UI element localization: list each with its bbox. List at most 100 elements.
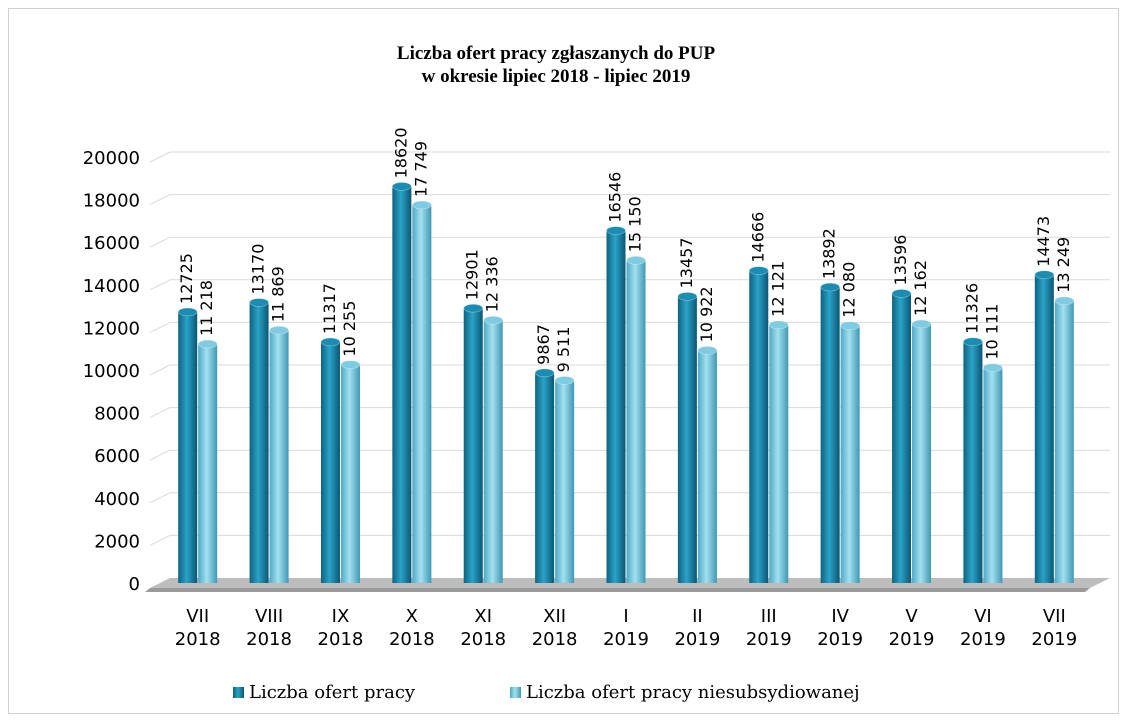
value-label: 11 869: [269, 266, 288, 322]
bar-cap: [483, 315, 503, 325]
bar: [392, 186, 412, 584]
bar-cap: [340, 360, 361, 369]
bar: [535, 372, 555, 583]
bar-cap: [891, 289, 912, 298]
bar-cap: [392, 182, 412, 191]
value-label: 15 150: [626, 196, 645, 252]
value-label: 12 336: [483, 256, 502, 312]
grid-line: [149, 534, 171, 546]
value-label: 10 922: [697, 286, 716, 342]
x-tick-label: VII 2018: [175, 606, 221, 650]
value-label: 17 749: [411, 141, 430, 197]
bar-cap: [606, 226, 626, 235]
value-label: 12725: [177, 253, 196, 304]
grid-line: [149, 236, 171, 248]
bar: [340, 364, 360, 583]
grid-line: [149, 151, 171, 163]
y-tick-label: 10000: [83, 361, 140, 382]
y-tick-label: 4000: [94, 489, 140, 510]
bar: [840, 325, 860, 583]
bar: [606, 230, 626, 584]
value-label: 14473: [1034, 216, 1053, 267]
value-label: 16546: [606, 172, 625, 223]
x-tick-label: IV 2019: [817, 606, 863, 650]
grid-line: [149, 279, 171, 291]
bar-cap: [177, 307, 198, 317]
x-tick-label: VII 2019: [1031, 606, 1077, 650]
y-tick-label: 12000: [83, 318, 140, 339]
grid-line: [149, 407, 171, 419]
bar-cap: [983, 363, 1003, 372]
bar: [697, 350, 717, 583]
value-label: 12 121: [768, 261, 787, 317]
bar: [820, 287, 840, 583]
bar-cap: [749, 266, 769, 275]
value-label: 14666: [748, 212, 767, 263]
x-tick-label: X 2018: [389, 606, 435, 650]
bar: [963, 341, 983, 583]
legend-label: Liczba ofert pracy: [249, 682, 416, 703]
x-tick-label: IX 2018: [318, 606, 364, 650]
bar: [412, 204, 432, 584]
bar: [269, 330, 289, 583]
bar: [555, 380, 575, 583]
value-label: 10 111: [982, 304, 1001, 360]
x-tick-label: VI 2019: [960, 606, 1006, 650]
bar-cap: [963, 337, 983, 347]
value-label: 13 249: [1054, 237, 1073, 293]
bar-cap: [840, 321, 860, 330]
bar: [483, 320, 503, 583]
grid-line: [149, 449, 171, 461]
y-tick-label: 0: [129, 574, 140, 595]
value-label: 10 255: [340, 301, 359, 357]
bar: [626, 260, 646, 583]
floor-edge: [145, 588, 1090, 592]
bar-cap: [412, 200, 432, 210]
bar-cap: [1054, 296, 1075, 306]
value-label: 18620: [391, 127, 410, 178]
bar-cap: [769, 320, 789, 330]
value-label: 13170: [249, 244, 268, 295]
bar: [892, 293, 912, 583]
bar: [769, 324, 789, 583]
x-tick-label: I 2019: [603, 606, 649, 650]
x-tick-label: XII 2018: [532, 606, 578, 650]
value-label: 11 218: [197, 280, 216, 336]
value-label: 9 511: [554, 327, 573, 373]
value-label: 13596: [891, 234, 910, 285]
value-label: 12 162: [911, 260, 930, 316]
x-tick-label: XI 2018: [460, 606, 506, 650]
x-tick-label: VIII 2018: [246, 606, 292, 650]
y-tick-label: 8000: [94, 404, 140, 425]
bar-cap: [554, 376, 575, 385]
grid-line: [149, 364, 171, 376]
bar: [749, 270, 769, 583]
y-tick-label: 16000: [83, 233, 140, 254]
bar-cap: [820, 282, 840, 292]
value-label: 13457: [677, 237, 696, 288]
grid-line: [149, 194, 171, 206]
bar: [320, 341, 340, 583]
y-tick-label: 6000: [94, 446, 140, 467]
legend-swatch: [233, 687, 244, 698]
bar: [983, 367, 1003, 583]
x-tick-label: III 2019: [746, 606, 792, 650]
x-tick-label: II 2019: [674, 606, 720, 650]
y-tick-label: 14000: [83, 276, 140, 297]
y-tick-label: 20000: [83, 148, 140, 169]
bar: [1034, 274, 1054, 583]
bar-cap: [463, 303, 483, 313]
bar-cap: [626, 256, 646, 265]
x-tick-label: V 2019: [889, 606, 935, 650]
bar: [1054, 300, 1074, 583]
bar-cap: [249, 298, 269, 307]
grid-line: [149, 492, 171, 504]
bar-cap: [697, 346, 718, 355]
bar: [677, 296, 697, 583]
value-label: 11317: [320, 283, 339, 334]
bar: [249, 302, 269, 583]
legend-swatch: [510, 687, 521, 698]
bar-cap: [320, 337, 341, 347]
value-label: 9867: [534, 324, 553, 365]
bar-cap: [911, 319, 932, 329]
